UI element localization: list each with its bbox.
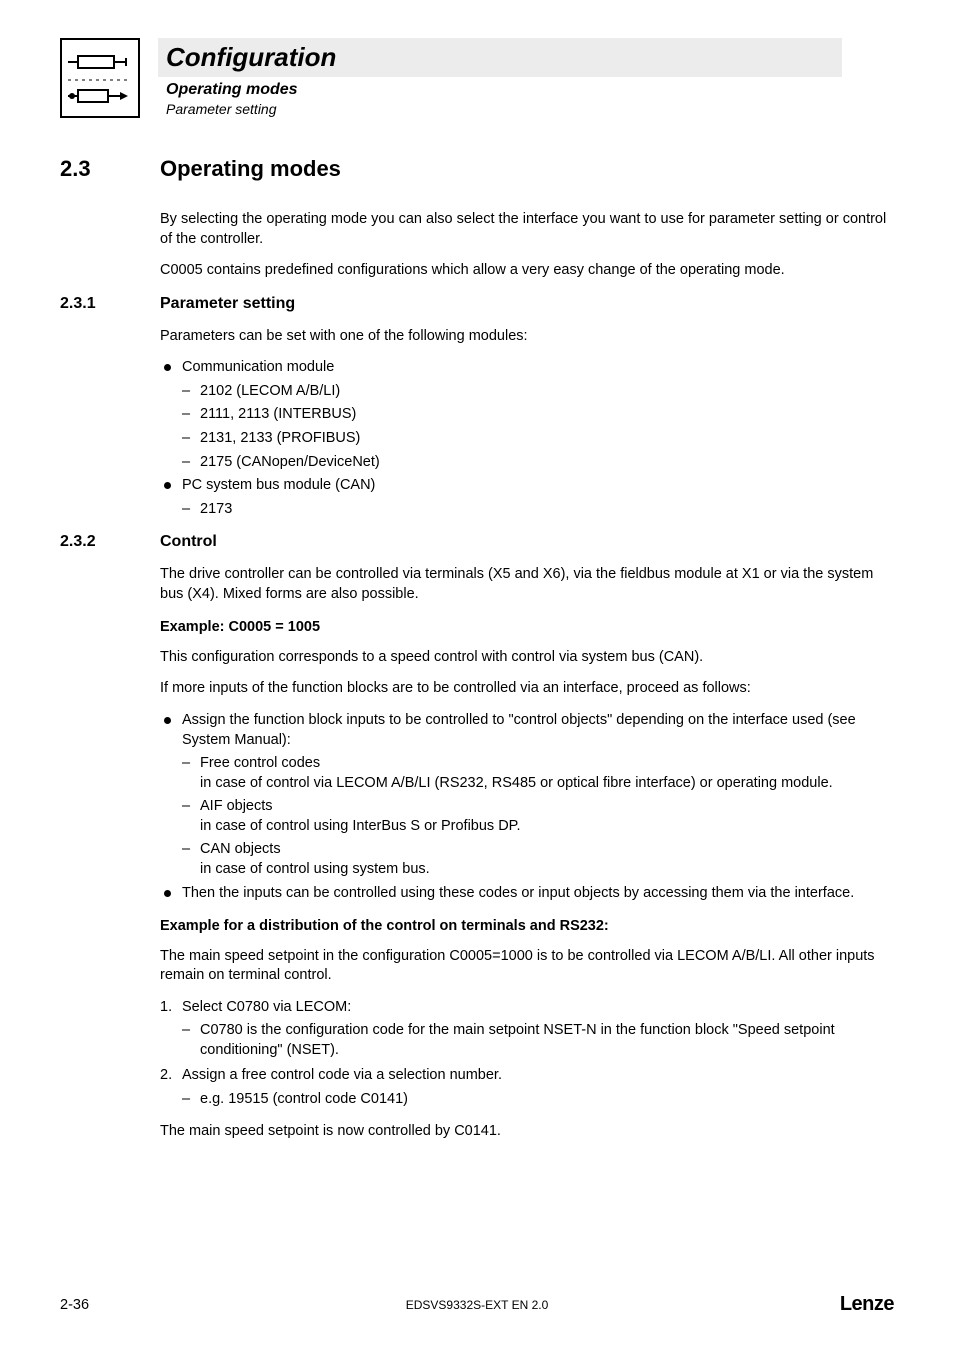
- list-item: Then the inputs can be controlled using …: [160, 884, 894, 904]
- example-heading: Example: C0005 = 1005: [160, 618, 894, 638]
- paragraph: The main speed setpoint in the configura…: [160, 947, 894, 986]
- paragraph: By selecting the operating mode you can …: [160, 210, 894, 249]
- section-title: Operating modes: [160, 156, 341, 182]
- list-item: Communication module 2102 (LECOM A/B/LI)…: [160, 358, 894, 472]
- step-text: Assign a free control code via a selecti…: [182, 1067, 502, 1083]
- list-item: 2173: [182, 500, 894, 520]
- list-item: 2111, 2113 (INTERBUS): [182, 405, 894, 425]
- paragraph: The drive controller can be controlled v…: [160, 565, 894, 604]
- list-item: 2102 (LECOM A/B/LI): [182, 382, 894, 402]
- chapter-title: Configuration: [166, 42, 336, 72]
- module-list: Communication module 2102 (LECOM A/B/LI)…: [160, 358, 894, 519]
- list-item: 2175 (CANopen/DeviceNet): [182, 453, 894, 473]
- bullet-text: Communication module: [182, 359, 334, 375]
- page-number: 2-36: [60, 1297, 89, 1313]
- list-item: CAN objects in case of control using sys…: [182, 840, 894, 879]
- paragraph: If more inputs of the function blocks ar…: [160, 679, 894, 699]
- page-footer: 2-36 EDSVS9332S-EXT EN 2.0 Lenze: [60, 1293, 894, 1316]
- section-number: 2.3.2: [60, 533, 160, 551]
- list-item: Free control codes in case of control vi…: [182, 754, 894, 793]
- section-2-3-heading: 2.3 Operating modes: [60, 156, 894, 182]
- section-number: 2.3: [60, 156, 160, 182]
- list-item: Assign a free control code via a selecti…: [160, 1066, 894, 1109]
- bullet-text: PC system bus module (CAN): [182, 477, 375, 493]
- header-subtitle-2: Parameter setting: [166, 101, 894, 117]
- section-title: Control: [160, 533, 217, 551]
- paragraph: Parameters can be set with one of the fo…: [160, 327, 894, 347]
- list-item: Select C0780 via LECOM: C0780 is the con…: [160, 998, 894, 1061]
- control-bullets: Assign the function block inputs to be c…: [160, 711, 894, 903]
- list-item: e.g. 19515 (control code C0141): [182, 1090, 894, 1110]
- config-diagram-icon: [60, 38, 140, 118]
- list-item: PC system bus module (CAN) 2173: [160, 476, 894, 519]
- procedure-list: Select C0780 via LECOM: C0780 is the con…: [160, 998, 894, 1110]
- list-item: C0780 is the configuration code for the …: [182, 1021, 894, 1060]
- document-id: EDSVS9332S-EXT EN 2.0: [406, 1298, 549, 1312]
- brand-logo: Lenze: [840, 1293, 894, 1316]
- section-2-3-1-heading: 2.3.1 Parameter setting: [60, 295, 894, 313]
- list-item: AIF objects in case of control using Int…: [182, 797, 894, 836]
- section-number: 2.3.1: [60, 295, 160, 313]
- page-header: Configuration Operating modes Parameter …: [60, 38, 894, 118]
- list-item: 2131, 2133 (PROFIBUS): [182, 429, 894, 449]
- chapter-title-banner: Configuration: [158, 38, 842, 77]
- paragraph: C0005 contains predefined configurations…: [160, 261, 894, 281]
- header-subtitle-1: Operating modes: [166, 81, 894, 99]
- step-text: Select C0780 via LECOM:: [182, 999, 351, 1015]
- section-2-3-2-heading: 2.3.2 Control: [60, 533, 894, 551]
- example-heading: Example for a distribution of the contro…: [160, 917, 894, 937]
- paragraph: The main speed setpoint is now controlle…: [160, 1122, 894, 1142]
- paragraph: This configuration corresponds to a spee…: [160, 648, 894, 668]
- section-title: Parameter setting: [160, 295, 295, 313]
- list-item: Assign the function block inputs to be c…: [160, 711, 894, 880]
- bullet-text: Then the inputs can be controlled using …: [182, 885, 854, 901]
- bullet-text: Assign the function block inputs to be c…: [182, 712, 856, 748]
